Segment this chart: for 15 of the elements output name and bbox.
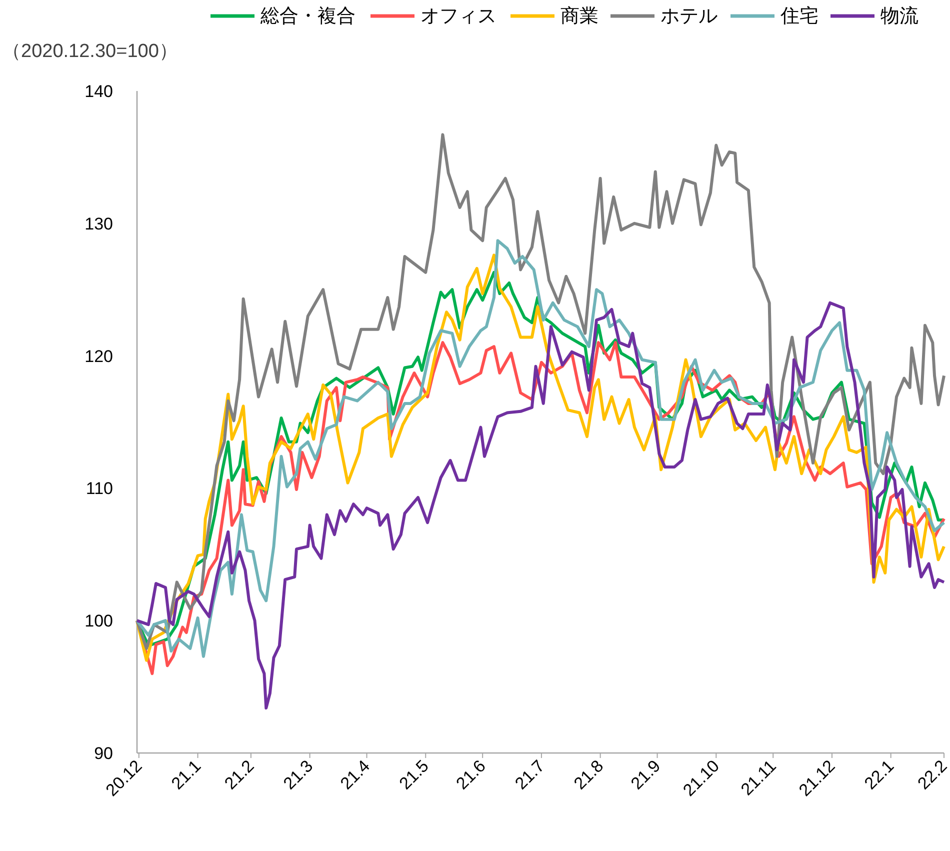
- x-tick-label: 21.1: [168, 756, 205, 794]
- legend-label: ホテル: [660, 6, 718, 27]
- y-tick-label: 120: [84, 346, 113, 366]
- y-tick-label: 90: [94, 744, 113, 763]
- x-tick-label: 22.1: [860, 756, 898, 794]
- legend-label: 商業: [560, 5, 598, 27]
- legend-label: 住宅: [780, 5, 818, 27]
- y-axis-title: （2020.12.30=100）: [2, 41, 178, 62]
- y-tick-label: 130: [84, 214, 113, 234]
- y-tick-label: 140: [84, 82, 113, 101]
- legend-label: 物流: [880, 5, 918, 27]
- y-tick-label: 110: [86, 479, 113, 498]
- y-tick-label: 100: [84, 612, 113, 631]
- legend-label: 総合・複合: [260, 6, 356, 27]
- legend-label: オフィス: [420, 6, 496, 27]
